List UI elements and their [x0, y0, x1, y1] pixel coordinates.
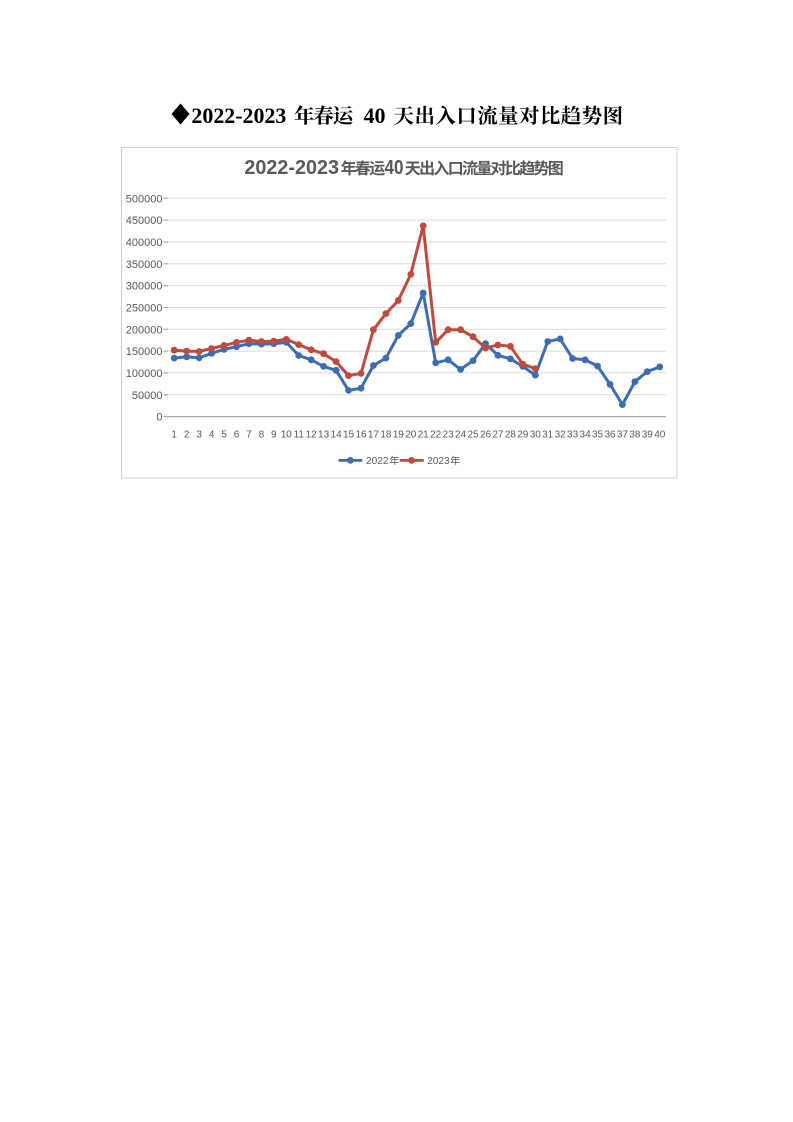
svg-text:7: 7 [246, 430, 252, 441]
svg-text:40: 40 [654, 430, 666, 441]
svg-text:12: 12 [306, 430, 318, 441]
svg-text:200000: 200000 [126, 324, 163, 336]
svg-text:2022: 2022 [366, 455, 389, 467]
svg-text:24: 24 [455, 430, 467, 441]
svg-text:18: 18 [380, 430, 392, 441]
svg-text:2: 2 [184, 430, 190, 441]
svg-text:14: 14 [331, 430, 343, 441]
svg-text:32: 32 [555, 430, 567, 441]
svg-text:300000: 300000 [126, 281, 163, 293]
svg-text:27: 27 [492, 430, 504, 441]
svg-text:19: 19 [393, 430, 405, 441]
svg-text:400000: 400000 [126, 237, 163, 249]
svg-text:20: 20 [405, 430, 417, 441]
svg-text:3: 3 [196, 430, 202, 441]
svg-text:29: 29 [517, 430, 529, 441]
svg-text:100000: 100000 [126, 368, 163, 380]
svg-text:23: 23 [443, 430, 455, 441]
svg-text:9: 9 [271, 430, 277, 441]
svg-text:2022-2023: 2022-2023 [244, 157, 339, 179]
svg-text:4: 4 [209, 430, 215, 441]
svg-text:150000: 150000 [126, 346, 163, 358]
svg-text:2023: 2023 [427, 455, 450, 467]
svg-text:13: 13 [318, 430, 330, 441]
svg-text:40: 40 [385, 157, 404, 179]
svg-text:35: 35 [592, 430, 604, 441]
svg-text:39: 39 [642, 430, 654, 441]
svg-text:26: 26 [480, 430, 492, 441]
svg-text:8: 8 [259, 430, 265, 441]
svg-text:6: 6 [234, 430, 240, 441]
svg-text:50000: 50000 [132, 390, 163, 402]
svg-text:34: 34 [580, 430, 592, 441]
svg-text:16: 16 [355, 430, 367, 441]
svg-text:31: 31 [542, 430, 554, 441]
svg-text:0: 0 [156, 412, 162, 424]
svg-text:30: 30 [530, 430, 542, 441]
svg-text:17: 17 [368, 430, 380, 441]
svg-text:15: 15 [343, 430, 355, 441]
svg-text:38: 38 [629, 430, 641, 441]
svg-text:28: 28 [505, 430, 517, 441]
svg-text:11: 11 [294, 430, 305, 441]
svg-text:450000: 450000 [126, 215, 163, 227]
svg-text:5: 5 [221, 430, 227, 441]
svg-text:33: 33 [567, 430, 579, 441]
svg-text:21: 21 [418, 430, 430, 441]
svg-text:36: 36 [604, 430, 616, 441]
svg-text:10: 10 [281, 430, 293, 441]
svg-text:1: 1 [171, 430, 177, 441]
svg-text:250000: 250000 [126, 303, 163, 315]
svg-text:350000: 350000 [126, 259, 163, 271]
svg-text:37: 37 [617, 430, 629, 441]
svg-text:22: 22 [430, 430, 442, 441]
svg-text:25: 25 [467, 430, 479, 441]
svg-text:2022-2023: 2022-2023 [191, 103, 286, 128]
svg-text:40: 40 [364, 103, 386, 128]
svg-text:500000: 500000 [126, 193, 163, 205]
